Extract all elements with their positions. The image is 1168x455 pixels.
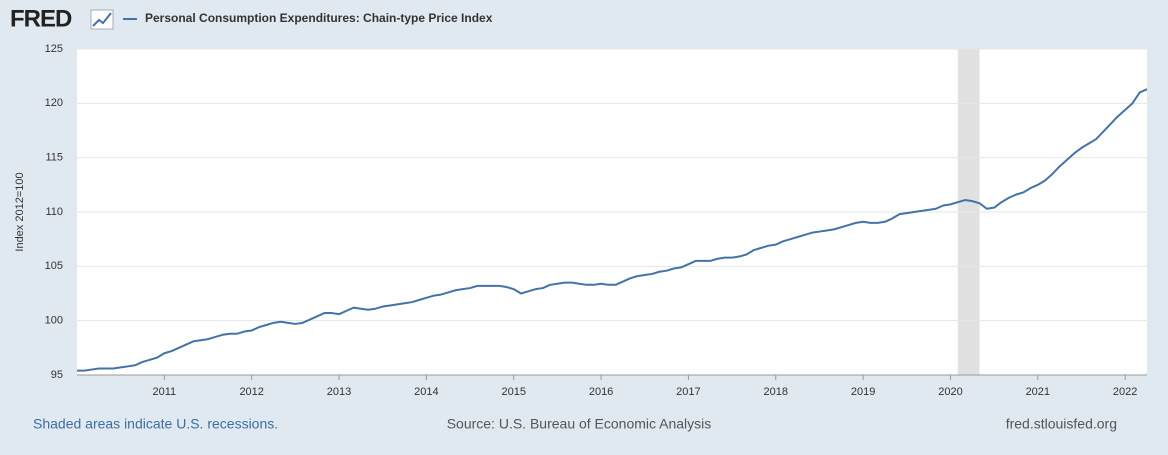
source: Source: U.S. Bureau of Economic Analysis xyxy=(447,416,712,432)
x-tick-label: 2015 xyxy=(501,386,525,398)
y-tick-label: 105 xyxy=(45,260,63,272)
logo[interactable]: FRED xyxy=(10,5,73,32)
y-axis-label: Index 2012=100 xyxy=(14,172,26,251)
x-tick-label: 2014 xyxy=(414,386,438,398)
x-tick-label: 2017 xyxy=(676,386,700,398)
series-line xyxy=(77,88,1148,372)
y-tick-label: 110 xyxy=(45,206,63,218)
x-tick-label: 2021 xyxy=(1026,386,1050,398)
x-tick-label: 2012 xyxy=(239,386,263,398)
x-tick-label: 2019 xyxy=(851,386,875,398)
y-tick-label: 125 xyxy=(45,43,63,55)
y-tick-label: 120 xyxy=(45,97,63,109)
x-tick-label: 2022 xyxy=(1113,386,1137,398)
recession-note[interactable]: Shaded areas indicate U.S. recessions. xyxy=(33,416,278,432)
x-tick-label: 2020 xyxy=(938,386,962,398)
x-tick-label: 2018 xyxy=(764,386,788,398)
x-tick-label: 2016 xyxy=(589,386,613,398)
x-tick-label: 2013 xyxy=(327,386,351,398)
y-tick-label: 100 xyxy=(45,315,63,327)
site[interactable]: fred.stlouisfed.org xyxy=(1006,416,1117,432)
x-tick-label: 2011 xyxy=(153,386,177,398)
y-tick-label: 115 xyxy=(45,152,63,164)
legend-label: Personal Consumption Expenditures: Chain… xyxy=(145,11,493,25)
logo-icon xyxy=(90,9,114,30)
y-tick-label: 95 xyxy=(51,369,63,381)
